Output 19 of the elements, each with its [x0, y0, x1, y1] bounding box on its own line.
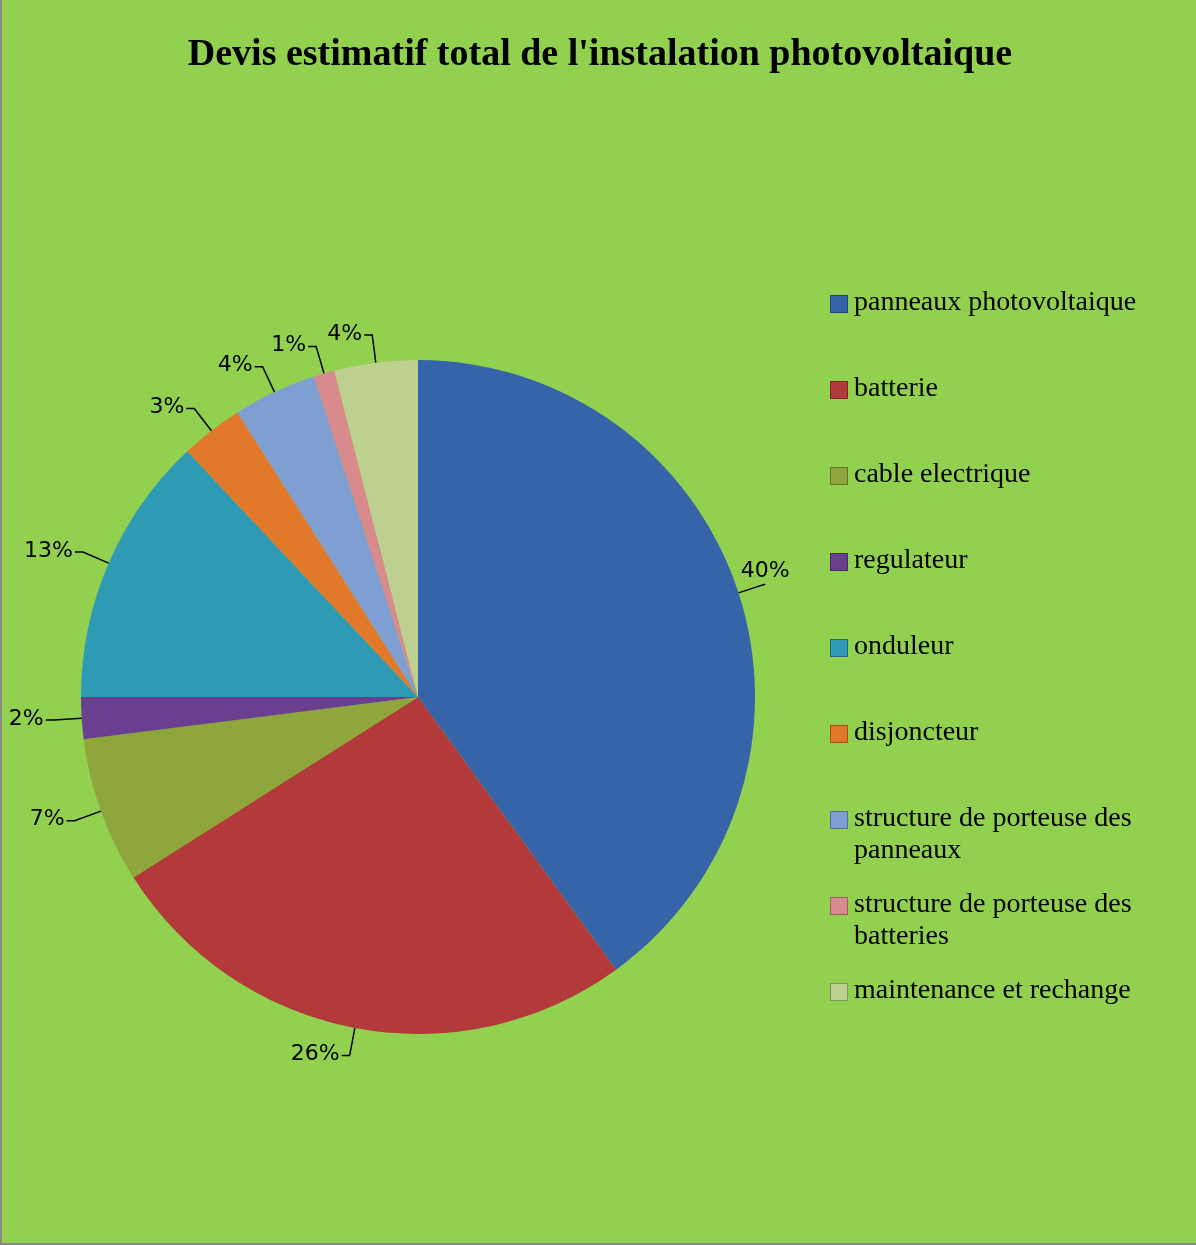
- data-label: 13%: [24, 536, 74, 562]
- legend-label: maintenance et rechange: [854, 973, 1131, 1005]
- legend-label: panneaux photovoltaique: [854, 285, 1137, 317]
- legend-label: structure de porteuse des panneaux: [854, 801, 1133, 865]
- data-label: 2%: [8, 704, 44, 730]
- legend-label: batterie: [854, 371, 938, 403]
- data-label: 26%: [290, 1040, 340, 1066]
- data-label: 3%: [149, 393, 185, 419]
- chart-title: Devis estimatif total de l'instalation photovoltaique: [186, 30, 1014, 74]
- legend-label: regulateur: [854, 543, 968, 575]
- data-label: 7%: [29, 805, 65, 831]
- data-label: 40%: [740, 556, 790, 582]
- data-label: 1%: [271, 331, 307, 357]
- legend-label: onduleur: [854, 629, 954, 661]
- data-label: 4%: [217, 351, 253, 377]
- legend-label: disjoncteur: [854, 715, 979, 747]
- legend-label: cable electrique: [854, 457, 1031, 489]
- legend-label: structure de porteuse des batteries: [854, 887, 1133, 951]
- data-label: 4%: [327, 319, 363, 345]
